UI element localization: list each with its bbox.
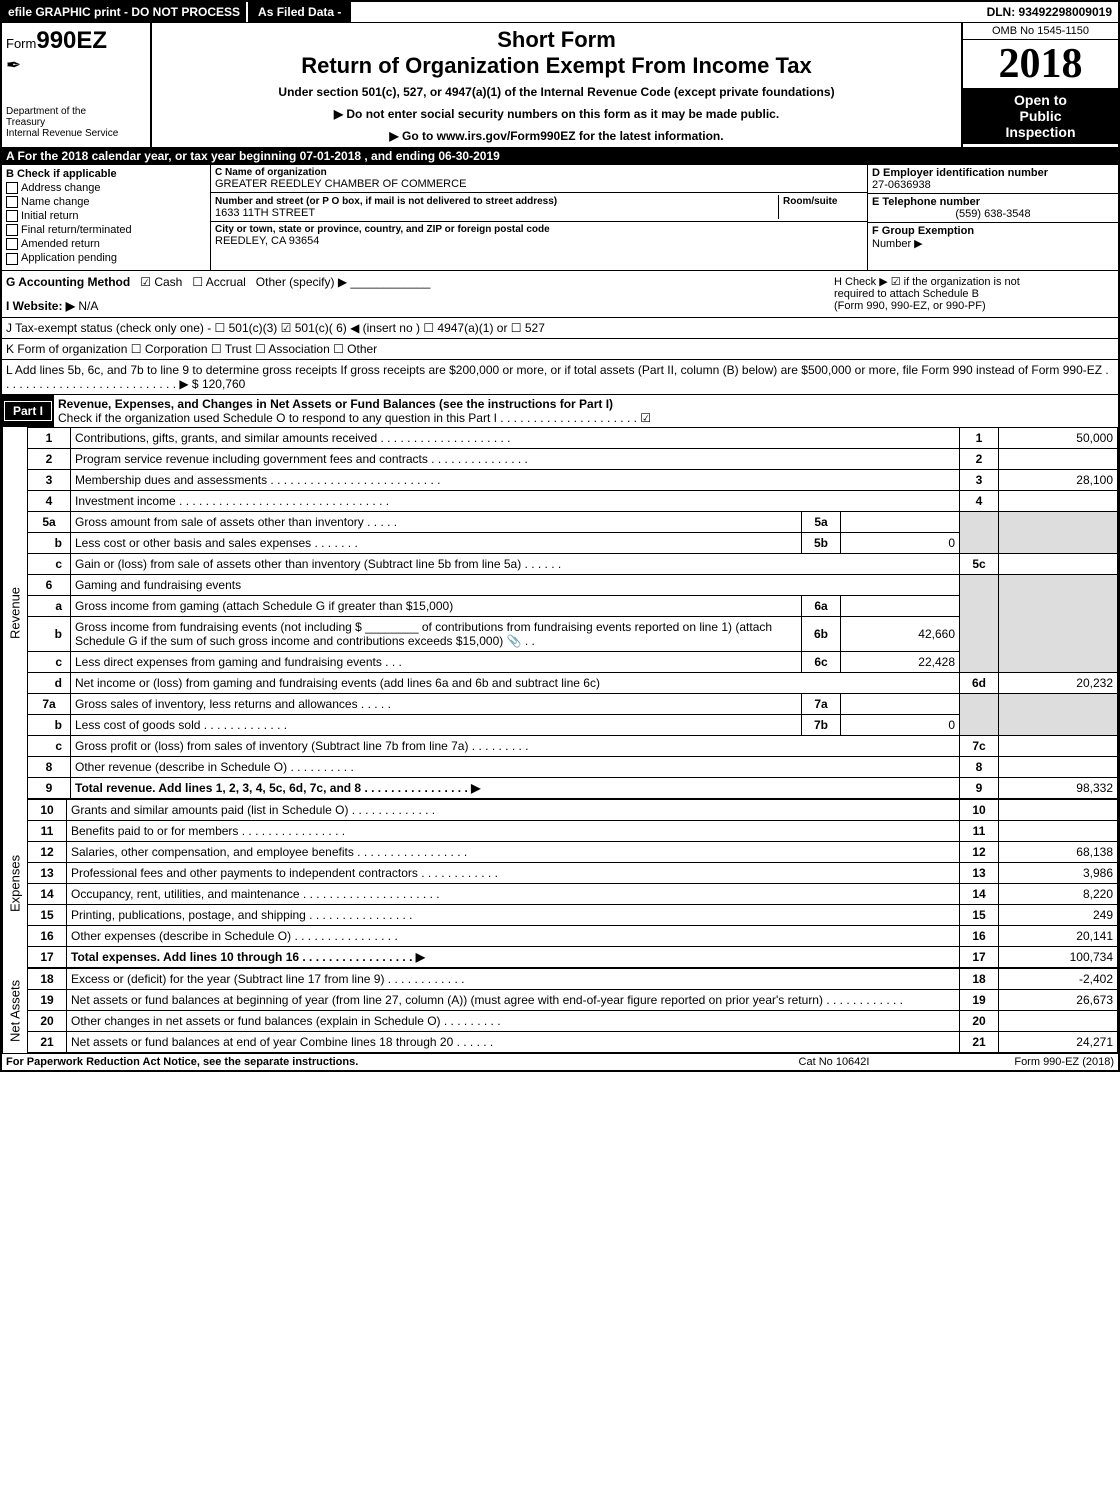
- net-assets-side-label: Net Assets: [2, 968, 27, 1053]
- accounting-method-label: G Accounting Method: [6, 275, 130, 289]
- part-1-check: Check if the organization used Schedule …: [58, 411, 651, 425]
- group-exemption-label: F Group Exemption: [872, 225, 974, 237]
- expenses-table: 10Grants and similar amounts paid (list …: [27, 799, 1118, 968]
- omb-number: OMB No 1545-1150: [963, 23, 1118, 40]
- chk-final-return[interactable]: [6, 224, 18, 236]
- subtitle: Under section 501(c), 527, or 4947(a)(1)…: [158, 85, 955, 99]
- org-city: REEDLEY, CA 93654: [215, 235, 863, 247]
- accounting-cash: Cash: [154, 275, 182, 289]
- open-to-public-box: Open to Public Inspection: [963, 88, 1118, 144]
- col-b-title: B Check if applicable: [6, 168, 206, 180]
- dln-number: DLN: 93492298009019: [981, 2, 1118, 22]
- as-filed-label: As Filed Data -: [248, 2, 351, 22]
- form-footer-label: Form 990-EZ (2018): [934, 1056, 1114, 1068]
- revenue-side-label: Revenue: [2, 427, 27, 799]
- accounting-other: Other (specify) ▶: [256, 275, 347, 289]
- line-j-tax-exempt: J Tax-exempt status (check only one) - ☐…: [2, 318, 1118, 339]
- dept-line-3: Internal Revenue Service: [6, 128, 146, 139]
- section-b-c-d: B Check if applicable Address change Nam…: [2, 165, 1118, 271]
- room-label: Room/suite: [783, 196, 837, 207]
- phone-value: (559) 638-3548: [872, 208, 1114, 220]
- column-d-e-f: D Employer identification number 27-0636…: [867, 165, 1118, 270]
- open-line-2: Public: [967, 108, 1114, 124]
- revenue-section: Revenue 1Contributions, gifts, grants, a…: [2, 427, 1118, 799]
- line-k-form-org: K Form of organization ☐ Corporation ☐ T…: [2, 339, 1118, 360]
- column-c-org-info: C Name of organization GREATER REEDLEY C…: [211, 165, 867, 270]
- org-address: 1633 11TH STREET: [215, 207, 778, 219]
- website-label: I Website: ▶: [6, 299, 75, 313]
- part-1-tab: Part I: [4, 401, 52, 421]
- short-form-title: Short Form: [158, 27, 955, 53]
- right-box: OMB No 1545-1150 2018 Open to Public Ins…: [961, 23, 1118, 147]
- part-1-header: Part I Revenue, Expenses, and Changes in…: [2, 395, 1118, 427]
- expenses-side-label: Expenses: [2, 799, 27, 968]
- h-line-1: H Check ▶ ☑ if the organization is not: [834, 275, 1114, 288]
- open-line-3: Inspection: [967, 124, 1114, 140]
- chk-name-change[interactable]: [6, 196, 18, 208]
- ein-value: 27-0636938: [872, 179, 1114, 191]
- revenue-table: 1Contributions, gifts, grants, and simil…: [27, 427, 1118, 799]
- seal-icon: ✒: [6, 55, 146, 76]
- line-a-tax-year: A For the 2018 calendar year, or tax yea…: [2, 147, 1118, 165]
- city-label: City or town, state or province, country…: [215, 224, 863, 235]
- expenses-section: Expenses 10Grants and similar amounts pa…: [2, 799, 1118, 968]
- open-line-1: Open to: [967, 92, 1114, 108]
- header-row: Form990EZ ✒ Department of the Treasury I…: [2, 23, 1118, 147]
- chk-initial-return[interactable]: [6, 210, 18, 222]
- line-l-gross-receipts: L Add lines 5b, 6c, and 7b to line 9 to …: [2, 360, 1118, 395]
- form-number-box: Form990EZ ✒ Department of the Treasury I…: [2, 23, 152, 147]
- cat-number: Cat No 10642I: [734, 1056, 934, 1068]
- ein-label: D Employer identification number: [872, 167, 1114, 179]
- dept-line-1: Department of the: [6, 106, 146, 117]
- address-label: Number and street (or P O box, if mail i…: [215, 196, 557, 207]
- part-1-title: Revenue, Expenses, and Changes in Net As…: [58, 397, 613, 411]
- org-name: GREATER REEDLEY CHAMBER OF COMMERCE: [215, 178, 863, 190]
- form-number: 990EZ: [36, 27, 107, 54]
- group-exemption-number-label: Number ▶: [872, 238, 923, 250]
- section-h-schedule-b: H Check ▶ ☑ if the organization is not r…: [834, 275, 1114, 313]
- chk-address-change[interactable]: [6, 182, 18, 194]
- column-b-checkboxes: B Check if applicable Address change Nam…: [2, 165, 211, 270]
- org-name-label: C Name of organization: [215, 167, 863, 178]
- instruction-1: ▶ Do not enter social security numbers o…: [158, 107, 955, 121]
- section-g-h: G Accounting Method ☑ Cash ☐ Accrual Oth…: [2, 271, 1118, 318]
- form-prefix: Form: [6, 36, 36, 51]
- dept-line-2: Treasury: [6, 117, 146, 128]
- tax-year: 2018: [963, 40, 1118, 88]
- h-line-2: required to attach Schedule B: [834, 288, 1114, 300]
- title-box: Short Form Return of Organization Exempt…: [152, 23, 961, 147]
- paperwork-notice: For Paperwork Reduction Act Notice, see …: [6, 1056, 734, 1068]
- instruction-2: ▶ Go to www.irs.gov/Form990EZ for the la…: [158, 129, 955, 143]
- accounting-accrual: Accrual: [206, 275, 246, 289]
- efile-notice: efile GRAPHIC print - DO NOT PROCESS: [2, 2, 246, 22]
- form-container: efile GRAPHIC print - DO NOT PROCESS As …: [0, 0, 1120, 1072]
- net-assets-section: Net Assets 18Excess or (deficit) for the…: [2, 968, 1118, 1053]
- main-title: Return of Organization Exempt From Incom…: [158, 53, 955, 79]
- chk-application-pending[interactable]: [6, 253, 18, 265]
- footer-row: For Paperwork Reduction Act Notice, see …: [2, 1053, 1118, 1070]
- top-bar: efile GRAPHIC print - DO NOT PROCESS As …: [2, 2, 1118, 23]
- phone-label: E Telephone number: [872, 196, 1114, 208]
- h-line-3: (Form 990, 990-EZ, or 990-PF): [834, 300, 1114, 312]
- chk-amended-return[interactable]: [6, 238, 18, 250]
- net-assets-table: 18Excess or (deficit) for the year (Subt…: [27, 968, 1118, 1053]
- website-value: N/A: [78, 299, 98, 313]
